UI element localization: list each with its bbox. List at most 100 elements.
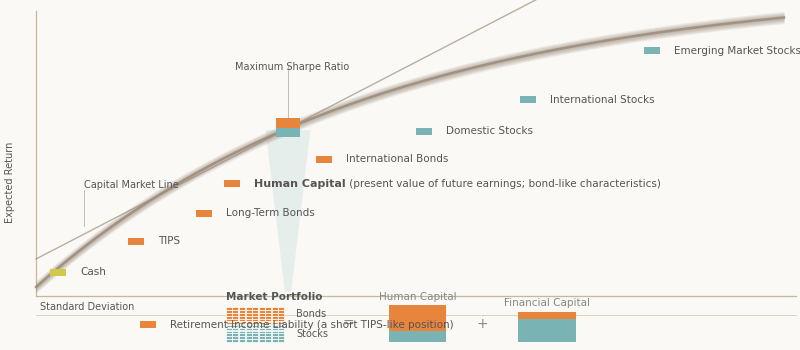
Text: Financial Capital: Financial Capital: [504, 298, 590, 308]
FancyBboxPatch shape: [520, 96, 536, 103]
Text: Bonds: Bonds: [296, 309, 326, 319]
FancyBboxPatch shape: [226, 307, 232, 310]
FancyBboxPatch shape: [276, 128, 300, 137]
FancyBboxPatch shape: [266, 339, 271, 342]
FancyBboxPatch shape: [246, 331, 251, 333]
FancyBboxPatch shape: [272, 316, 278, 318]
Text: Market Portfolio: Market Portfolio: [226, 292, 322, 302]
FancyBboxPatch shape: [233, 336, 238, 339]
FancyBboxPatch shape: [246, 334, 251, 336]
FancyBboxPatch shape: [258, 313, 265, 316]
FancyBboxPatch shape: [266, 307, 271, 310]
FancyBboxPatch shape: [278, 322, 284, 324]
Text: Standard Deviation: Standard Deviation: [40, 302, 134, 312]
FancyBboxPatch shape: [266, 316, 271, 318]
FancyBboxPatch shape: [246, 336, 251, 339]
FancyBboxPatch shape: [276, 118, 300, 128]
Text: International Bonds: International Bonds: [346, 154, 449, 164]
FancyBboxPatch shape: [272, 325, 278, 328]
FancyBboxPatch shape: [239, 313, 245, 316]
FancyBboxPatch shape: [266, 336, 271, 339]
Text: TIPS: TIPS: [158, 237, 181, 246]
FancyBboxPatch shape: [233, 328, 238, 330]
FancyBboxPatch shape: [246, 316, 251, 318]
FancyBboxPatch shape: [239, 336, 245, 339]
FancyBboxPatch shape: [266, 322, 271, 324]
FancyBboxPatch shape: [239, 328, 245, 330]
FancyBboxPatch shape: [246, 325, 251, 328]
FancyBboxPatch shape: [266, 334, 271, 336]
FancyBboxPatch shape: [233, 307, 238, 310]
FancyBboxPatch shape: [246, 310, 251, 313]
FancyBboxPatch shape: [252, 336, 258, 339]
FancyBboxPatch shape: [416, 128, 432, 135]
FancyBboxPatch shape: [389, 331, 446, 342]
Text: International Stocks: International Stocks: [550, 95, 655, 105]
FancyBboxPatch shape: [272, 339, 278, 342]
FancyBboxPatch shape: [239, 339, 245, 342]
FancyBboxPatch shape: [272, 334, 278, 336]
FancyBboxPatch shape: [278, 334, 284, 336]
FancyBboxPatch shape: [233, 313, 238, 316]
FancyBboxPatch shape: [258, 322, 265, 324]
FancyBboxPatch shape: [272, 307, 278, 310]
Text: Expected Return: Expected Return: [5, 141, 14, 223]
FancyBboxPatch shape: [272, 328, 278, 330]
FancyBboxPatch shape: [278, 328, 284, 330]
FancyBboxPatch shape: [266, 319, 271, 321]
FancyBboxPatch shape: [252, 310, 258, 313]
FancyBboxPatch shape: [252, 316, 258, 318]
FancyBboxPatch shape: [246, 328, 251, 330]
FancyBboxPatch shape: [266, 313, 271, 316]
Text: Stocks: Stocks: [296, 329, 328, 339]
Text: +: +: [477, 316, 488, 330]
FancyBboxPatch shape: [252, 313, 258, 316]
FancyBboxPatch shape: [272, 336, 278, 339]
FancyBboxPatch shape: [226, 331, 232, 333]
FancyBboxPatch shape: [233, 334, 238, 336]
FancyBboxPatch shape: [252, 307, 258, 310]
FancyBboxPatch shape: [226, 313, 232, 316]
FancyBboxPatch shape: [316, 156, 332, 163]
FancyBboxPatch shape: [258, 339, 265, 342]
FancyBboxPatch shape: [224, 180, 240, 187]
FancyBboxPatch shape: [233, 319, 238, 321]
FancyBboxPatch shape: [226, 322, 232, 324]
FancyBboxPatch shape: [278, 336, 284, 339]
FancyBboxPatch shape: [246, 319, 251, 321]
FancyBboxPatch shape: [258, 319, 265, 321]
FancyBboxPatch shape: [278, 316, 284, 318]
FancyBboxPatch shape: [389, 305, 446, 331]
FancyBboxPatch shape: [252, 339, 258, 342]
FancyBboxPatch shape: [252, 328, 258, 330]
FancyBboxPatch shape: [226, 316, 232, 318]
Text: Cash: Cash: [80, 267, 106, 277]
Text: =: =: [343, 316, 354, 330]
FancyBboxPatch shape: [233, 310, 238, 313]
FancyBboxPatch shape: [140, 321, 156, 328]
Text: (present value of future earnings; bond-like characteristics): (present value of future earnings; bond-…: [346, 179, 661, 189]
FancyBboxPatch shape: [239, 325, 245, 328]
FancyBboxPatch shape: [278, 331, 284, 333]
FancyBboxPatch shape: [278, 310, 284, 313]
FancyBboxPatch shape: [258, 331, 265, 333]
FancyBboxPatch shape: [278, 339, 284, 342]
FancyBboxPatch shape: [252, 325, 258, 328]
Polygon shape: [266, 130, 310, 292]
FancyBboxPatch shape: [196, 210, 212, 217]
FancyBboxPatch shape: [239, 310, 245, 313]
FancyBboxPatch shape: [226, 339, 232, 342]
FancyBboxPatch shape: [226, 325, 232, 328]
FancyBboxPatch shape: [278, 325, 284, 328]
Text: Long-Term Bonds: Long-Term Bonds: [226, 209, 315, 218]
FancyBboxPatch shape: [233, 316, 238, 318]
FancyBboxPatch shape: [252, 334, 258, 336]
FancyBboxPatch shape: [233, 339, 238, 342]
FancyBboxPatch shape: [239, 331, 245, 333]
FancyBboxPatch shape: [272, 310, 278, 313]
FancyBboxPatch shape: [258, 310, 265, 313]
FancyBboxPatch shape: [226, 319, 232, 321]
FancyBboxPatch shape: [233, 325, 238, 328]
FancyBboxPatch shape: [266, 331, 271, 333]
FancyBboxPatch shape: [258, 334, 265, 336]
